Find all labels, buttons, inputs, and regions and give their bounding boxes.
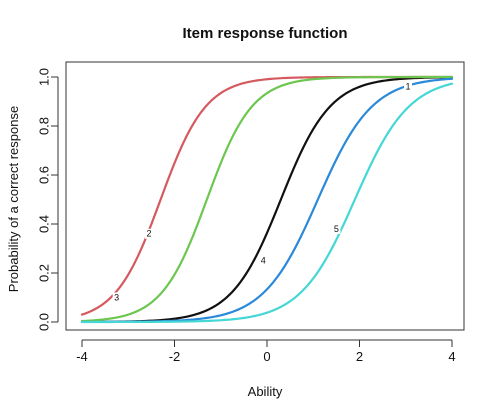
x-axis: -4 -2 0 2 4 xyxy=(76,339,456,364)
y-tick-label: 1.0 xyxy=(36,68,51,86)
curve-label-4: 4 xyxy=(261,256,266,266)
plot-frame xyxy=(65,61,465,331)
curve-2 xyxy=(80,75,454,316)
curve-label-bg-1 xyxy=(404,81,413,92)
curve-label-2: 2 xyxy=(147,229,152,239)
x-axis-label: Ability xyxy=(248,384,283,399)
y-tick-label: 0.6 xyxy=(36,166,51,184)
x-tick-label: -2 xyxy=(169,349,181,364)
curve-label-bg-4 xyxy=(259,255,268,266)
y-axis: 0.0 0.2 0.4 0.6 0.8 1.0 xyxy=(36,68,59,331)
y-tick-label: 0.0 xyxy=(36,313,51,331)
y-axis-label: Probability of a correct response xyxy=(6,106,21,292)
curve-4 xyxy=(80,77,454,324)
curve-label-bg-3 xyxy=(112,292,121,303)
x-tick-label: -4 xyxy=(76,349,88,364)
curve-label-1: 1 xyxy=(406,82,411,92)
curve-label-bg-5 xyxy=(332,223,341,234)
curve-group xyxy=(80,75,454,324)
plot-area: 1 2 3 4 5 xyxy=(80,75,454,324)
curve-label-3: 3 xyxy=(114,292,119,302)
curve-label-group: 1 2 3 4 5 xyxy=(112,81,413,303)
y-tick-label: 0.8 xyxy=(36,117,51,135)
y-tick-label: 0.4 xyxy=(36,215,51,233)
y-tick-label: 0.2 xyxy=(36,264,51,282)
x-tick-label: 2 xyxy=(356,349,363,364)
curve-label-5: 5 xyxy=(334,224,339,234)
x-tick-label: 4 xyxy=(448,349,455,364)
x-tick-label: 0 xyxy=(263,349,270,364)
chart-title: Item response function xyxy=(182,25,347,42)
curve-label-bg-2 xyxy=(145,228,154,239)
curve-3 xyxy=(80,75,454,323)
curve-1 xyxy=(80,76,454,324)
curve-5 xyxy=(80,82,454,324)
